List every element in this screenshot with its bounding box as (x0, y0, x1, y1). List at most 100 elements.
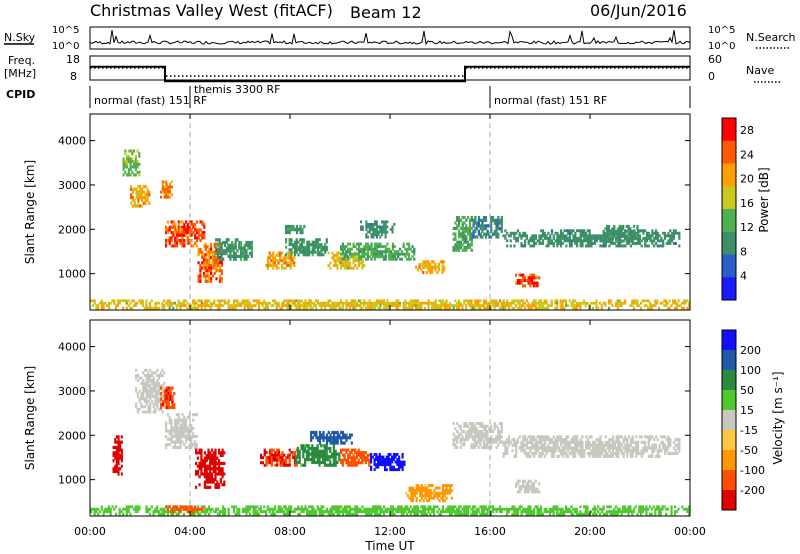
echo-cell (213, 258, 216, 262)
echo-cell (241, 246, 244, 250)
echo-cell (361, 510, 364, 513)
echo-cell (227, 299, 230, 303)
echo-cell (445, 507, 448, 511)
echo-cell (642, 236, 645, 240)
echo-cell (613, 231, 616, 235)
echo-cell (350, 458, 353, 462)
echo-cell (452, 246, 455, 250)
echo-cell (192, 231, 195, 235)
echo-cell (438, 491, 441, 495)
echo-cell (472, 221, 475, 225)
echo-cell (281, 456, 284, 460)
echo-cell (661, 301, 664, 305)
echo-cell (238, 507, 241, 511)
echo-cell (340, 510, 343, 513)
echo-cell (286, 256, 289, 260)
echo-cell (123, 507, 127, 511)
echo-cell (209, 507, 212, 511)
echo-cell (372, 225, 375, 229)
echo-cell (541, 438, 545, 442)
echo-cell (398, 301, 402, 305)
echo-cell (497, 443, 500, 447)
echo-cell (627, 224, 630, 228)
echo-cell (181, 418, 184, 422)
echo-cell (125, 306, 128, 310)
echo-cell (375, 507, 378, 511)
echo-cell (576, 236, 579, 240)
echo-cell (350, 451, 353, 454)
echo-cell (147, 410, 150, 414)
echo-cell (461, 237, 464, 241)
echo-cell (401, 455, 404, 459)
echo-cell (223, 480, 226, 484)
echo-cell (657, 507, 661, 511)
echo-cell (97, 507, 100, 511)
echo-cell (491, 438, 494, 442)
echo-cell (561, 242, 564, 245)
echo-cell (267, 456, 270, 460)
echo-cell (343, 505, 346, 509)
echo-cell (540, 435, 543, 439)
echo-cell (345, 438, 348, 442)
echo-cell (182, 301, 186, 305)
echo-cell (382, 299, 386, 303)
echo-cell (412, 499, 415, 503)
echo-cell (122, 512, 125, 516)
echo-cell (367, 235, 370, 239)
echo-cell (538, 276, 541, 280)
echo-cell (169, 386, 172, 390)
echo-cell (210, 477, 214, 481)
echo-cell (540, 505, 543, 509)
echo-cell (157, 389, 161, 393)
echo-cell (193, 440, 197, 444)
echo-cell (525, 512, 528, 516)
echo-cell (588, 304, 591, 307)
echo-cell (388, 255, 391, 259)
echo-cell (161, 389, 164, 393)
echo-cell (150, 299, 153, 303)
echo-cell (208, 269, 211, 273)
echo-cell (245, 304, 248, 307)
echo-cell (545, 507, 548, 511)
echo-cell (525, 454, 528, 458)
echo-cell (402, 245, 405, 248)
echo-cell (299, 245, 302, 249)
echo-cell (166, 301, 169, 305)
echo-cell (481, 432, 484, 436)
echo-cell (352, 458, 355, 462)
echo-cell (381, 510, 384, 513)
echo-cell (545, 234, 548, 238)
echo-cell (304, 446, 307, 451)
echo-cell (236, 299, 239, 303)
echo-cell (149, 397, 152, 401)
echo-cell (115, 445, 118, 449)
echo-cell (168, 225, 171, 229)
echo-cell (320, 507, 323, 511)
echo-region (90, 299, 691, 310)
echo-cell (377, 245, 380, 248)
echo-cell (193, 445, 197, 449)
echo-cell (361, 264, 364, 267)
echo-region (452, 216, 473, 252)
echo-cell (215, 261, 218, 265)
echo-cell (238, 304, 241, 307)
echo-cell (354, 456, 357, 460)
echo-cell (345, 306, 348, 310)
echo-cell (541, 512, 544, 516)
echo-cell (136, 392, 139, 396)
echo-cell (538, 512, 541, 516)
echo-cell (629, 232, 632, 236)
echo-cell (313, 449, 316, 453)
echo-cell (206, 510, 209, 513)
echo-cell (506, 301, 509, 305)
echo-cell (520, 273, 523, 277)
echo-cell (600, 306, 603, 310)
echo-cell (527, 306, 530, 310)
echo-cell (174, 241, 177, 245)
echo-cell (137, 198, 140, 202)
echo-cell (213, 253, 216, 257)
echo-cell (206, 258, 209, 262)
echo-cell (531, 234, 534, 238)
echo-cell (332, 264, 336, 267)
echo-cell (522, 446, 525, 450)
